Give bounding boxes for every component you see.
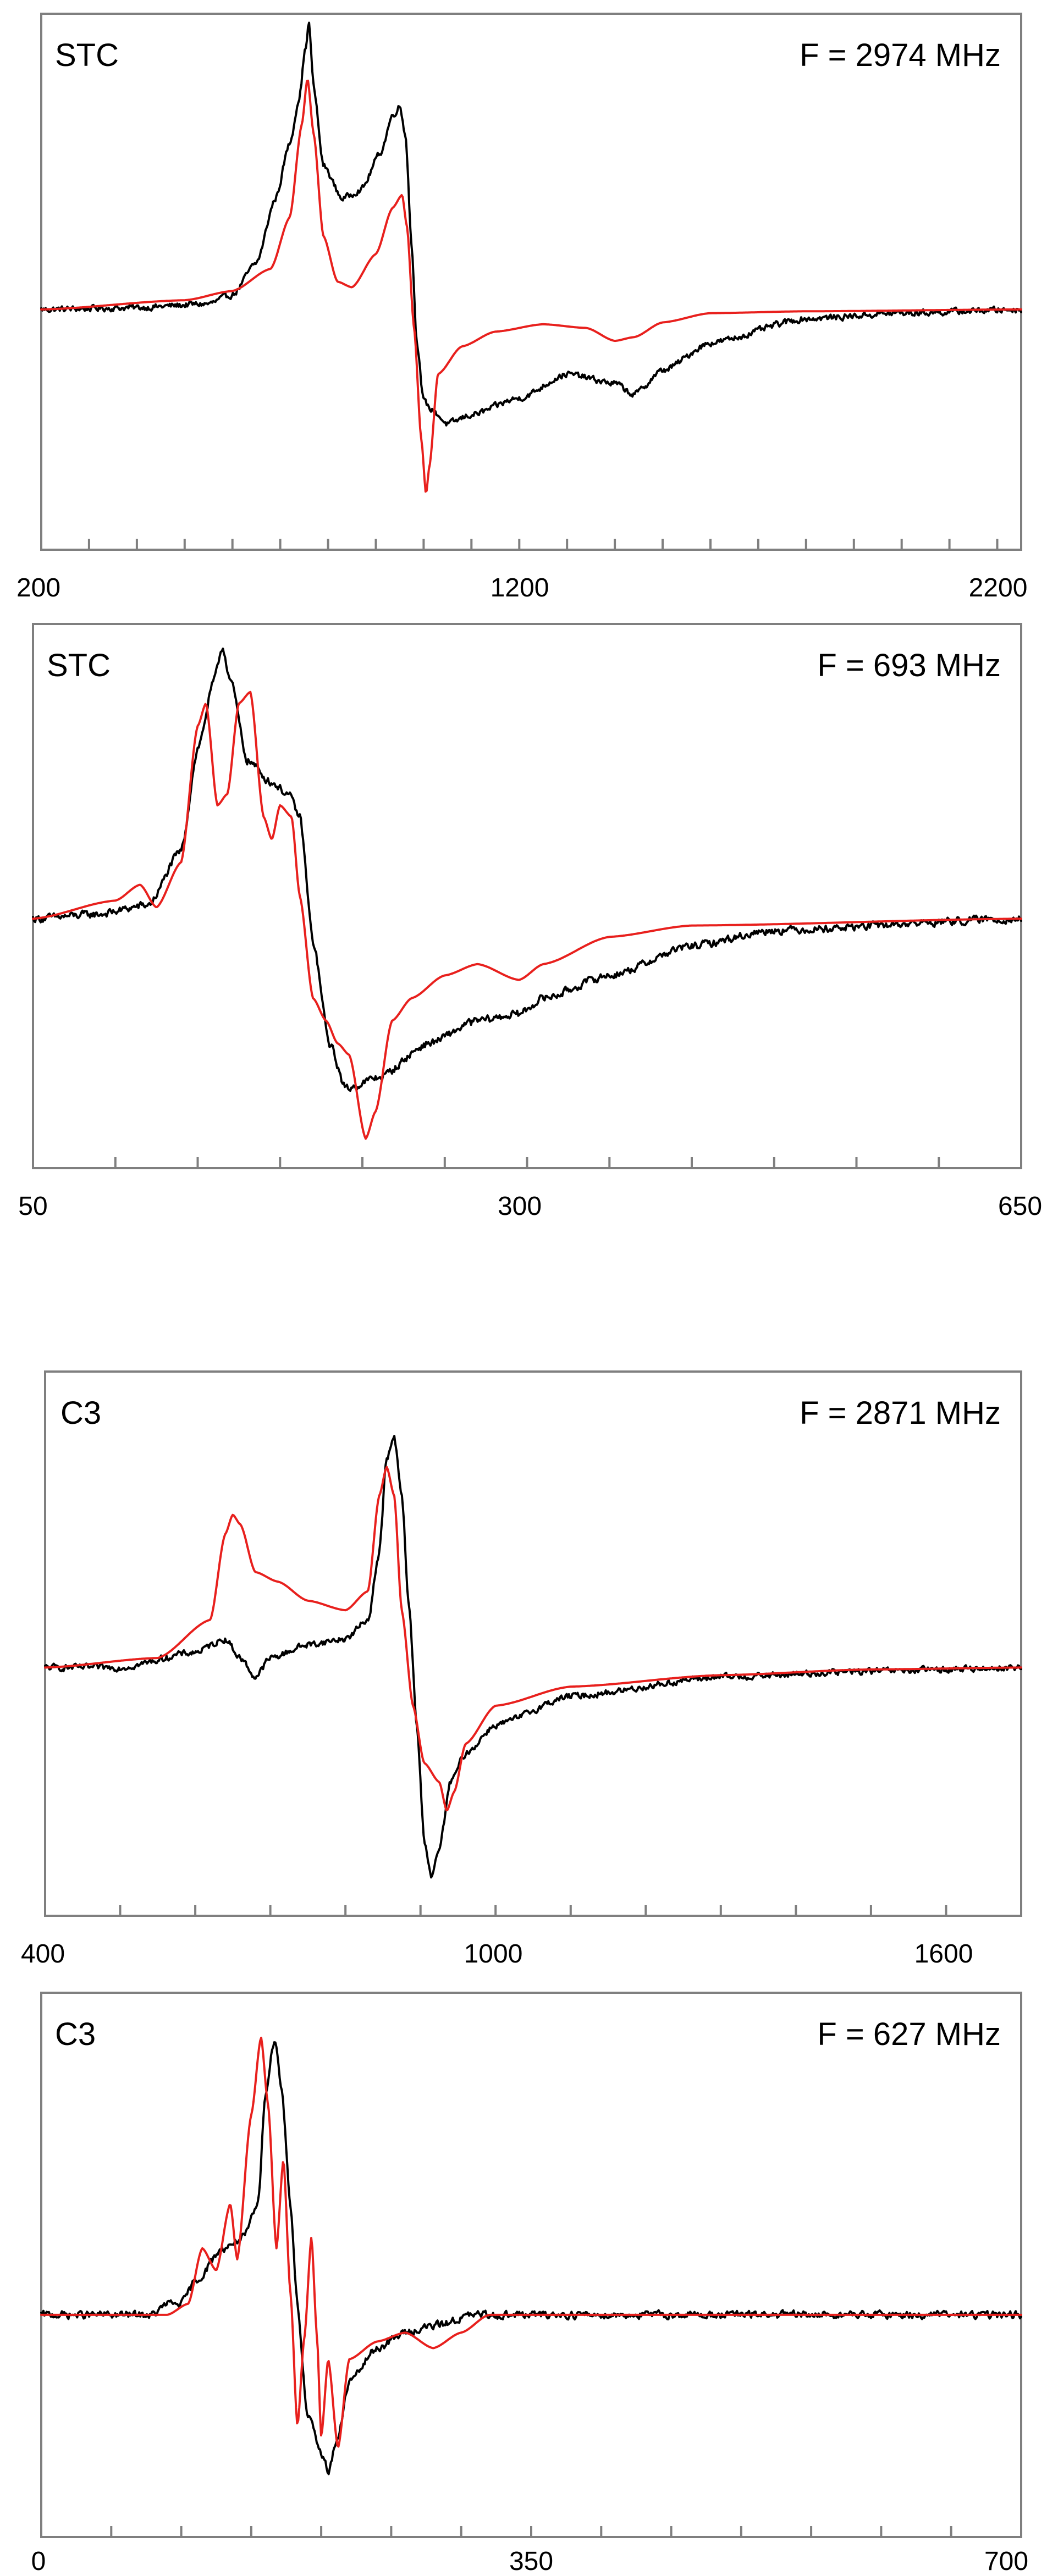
x-tick-label-min: 400 [21,1939,65,1969]
plot-frame [40,13,1022,551]
spectrum-panel-stc-2974: STC F = 2974 MHz 200 1200 2200 [16,13,1028,602]
x-axis-ticks [44,1905,1022,1916]
sample-label: C3 [60,1395,101,1431]
x-tick-label-min: 50 [18,1192,47,1221]
sample-label: STC [55,37,119,73]
x-tick-label-min: 200 [16,573,60,602]
frequency-label: F = 2974 MHz [800,37,1001,73]
simulated-spectrum-line [40,79,1022,493]
plot-frame [40,1992,1022,2538]
plot-frame [32,623,1022,1169]
experimental-spectrum-line [44,1435,1022,1879]
spectrum-panel-c3-2871: C3 F = 2871 MHz 400 1000 1600 [21,1370,1022,1969]
x-tick-label-mid: 350 [509,2547,553,2576]
x-axis-ticks [40,2526,1022,2537]
x-tick-label-min: 0 [31,2547,46,2576]
series-lines [44,1435,1022,1879]
frequency-label: F = 627 MHz [817,2016,1001,2052]
sample-label: STC [47,648,111,683]
experimental-spectrum-line [40,21,1022,427]
x-axis-ticks [40,539,999,550]
x-tick-label-mid: 1200 [491,573,549,602]
simulated-spectrum-line [40,2036,1022,2448]
simulated-spectrum-line [44,1466,1022,1811]
x-tick-label-mid: 1000 [464,1939,523,1969]
spectrum-panel-stc-693: STC F = 693 MHz 50 300 650 [18,623,1042,1221]
x-tick-label-max: 2200 [969,573,1028,602]
frequency-label: F = 2871 MHz [800,1395,1001,1431]
sample-label: C3 [55,2016,96,2052]
series-lines [40,2036,1022,2475]
x-axis-ticks [32,1157,1022,1168]
experimental-spectrum-line [40,2041,1022,2475]
series-lines [40,21,1022,493]
plot-frame [44,1370,1022,1917]
x-tick-label-max: 1600 [914,1939,973,1969]
experimental-spectrum-line [32,647,1022,1092]
x-tick-label-max: 650 [998,1192,1042,1221]
series-lines [32,647,1022,1140]
x-tick-label-mid: 300 [498,1192,542,1221]
x-tick-label-max: 700 [984,2547,1028,2576]
spectrum-panel-c3-627: C3 F = 627 MHz 0 350 700 [31,1992,1028,2576]
simulated-spectrum-line [32,690,1022,1140]
frequency-label: F = 693 MHz [817,648,1001,683]
